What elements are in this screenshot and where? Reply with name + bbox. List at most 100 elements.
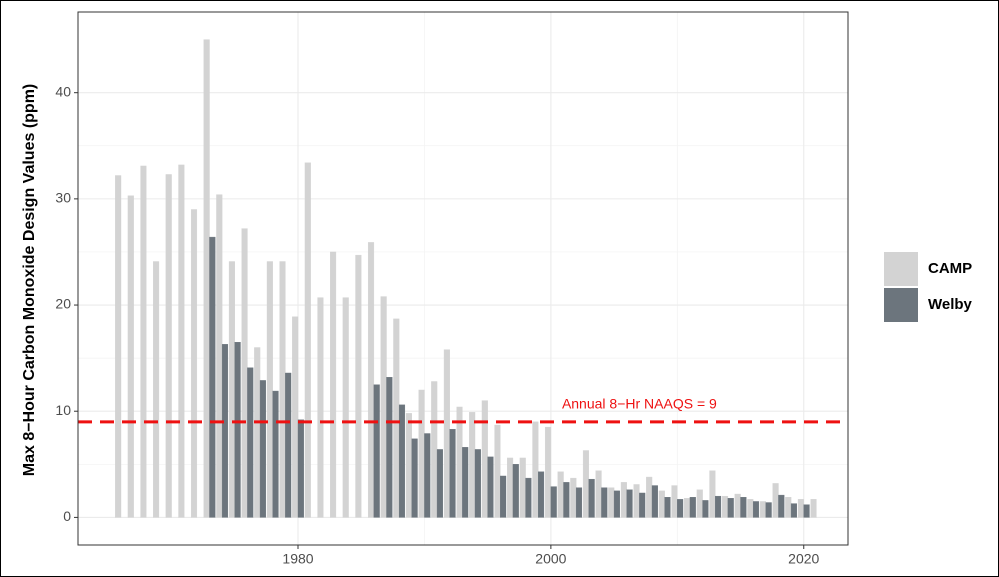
bar <box>532 421 539 518</box>
bar <box>646 476 653 518</box>
bar <box>525 477 532 518</box>
bar <box>386 377 393 518</box>
x-tick-label: 2000 <box>535 551 566 567</box>
bar <box>752 501 760 518</box>
bar <box>734 493 741 518</box>
bar <box>639 492 646 518</box>
bar <box>570 477 577 518</box>
bar <box>494 424 501 518</box>
bar <box>355 254 362 518</box>
bar <box>677 499 684 518</box>
bar <box>487 456 494 518</box>
bar <box>651 485 658 518</box>
bar <box>393 318 400 518</box>
bar <box>689 497 696 518</box>
bar <box>664 497 671 518</box>
legend-key <box>884 288 918 322</box>
bar <box>456 406 463 518</box>
bar <box>658 490 665 518</box>
legend-label: Welby <box>928 296 973 313</box>
bar <box>443 349 450 518</box>
bar <box>709 470 716 518</box>
bar <box>317 297 324 518</box>
bar <box>588 478 595 518</box>
bar <box>772 483 779 518</box>
bar <box>411 438 418 518</box>
bar <box>127 195 134 518</box>
bar <box>582 450 590 518</box>
bar <box>715 495 722 518</box>
bar <box>418 389 425 518</box>
bar <box>575 487 583 518</box>
bar <box>462 447 469 518</box>
bar <box>557 471 564 518</box>
bar <box>209 236 216 518</box>
bar <box>373 384 380 518</box>
bar <box>297 419 304 518</box>
bar <box>500 475 507 518</box>
bar <box>272 390 279 518</box>
bar <box>259 380 266 518</box>
bar <box>221 344 229 518</box>
bar <box>608 487 615 518</box>
y-tick-label: 30 <box>55 190 71 206</box>
y-tick-label: 10 <box>55 402 71 418</box>
bar <box>285 372 292 518</box>
bar <box>563 482 570 518</box>
y-axis-title: Max 8−Hour Carbon Monoxide Design Values… <box>21 84 38 477</box>
bar <box>469 412 476 518</box>
bar <box>380 296 387 518</box>
bar <box>153 261 160 518</box>
plot-border <box>77 11 849 546</box>
bar <box>405 413 412 518</box>
bar <box>203 39 210 518</box>
bar <box>620 482 627 518</box>
bar <box>292 316 299 518</box>
bar <box>279 261 286 518</box>
bar <box>810 499 817 518</box>
bar <box>342 297 349 518</box>
x-tick-label: 2020 <box>788 551 819 567</box>
bar <box>449 429 456 518</box>
bar <box>778 494 785 518</box>
bar <box>234 342 241 518</box>
bar <box>765 502 772 518</box>
bar <box>519 457 526 518</box>
y-tick-label: 20 <box>55 296 71 312</box>
bar <box>785 497 792 518</box>
bar <box>671 485 678 518</box>
bar <box>633 484 640 518</box>
bar <box>190 209 198 518</box>
bar <box>165 174 172 518</box>
bar <box>538 471 545 518</box>
bar <box>474 449 481 518</box>
bar <box>241 228 248 518</box>
bar <box>544 426 552 518</box>
bar <box>626 489 633 518</box>
bar <box>247 367 254 518</box>
annotation: Annual 8−Hr NAAQS = 9 <box>562 396 717 412</box>
bar <box>431 381 438 518</box>
bar <box>595 470 602 518</box>
bar <box>601 487 608 518</box>
y-tick-label: 40 <box>55 83 71 99</box>
bar <box>330 251 337 518</box>
bar <box>398 404 406 518</box>
bar <box>727 498 734 518</box>
bar <box>613 490 620 518</box>
bar <box>304 162 311 518</box>
bar <box>178 164 185 518</box>
bar <box>254 347 261 518</box>
bar <box>115 175 122 518</box>
bar <box>759 501 767 518</box>
bar <box>512 464 519 518</box>
bar <box>266 261 273 518</box>
bar <box>747 499 754 518</box>
bar <box>424 433 431 518</box>
bar <box>790 503 797 518</box>
bar <box>228 261 235 518</box>
bar <box>436 449 443 518</box>
bar <box>550 486 557 518</box>
bar <box>216 194 223 518</box>
